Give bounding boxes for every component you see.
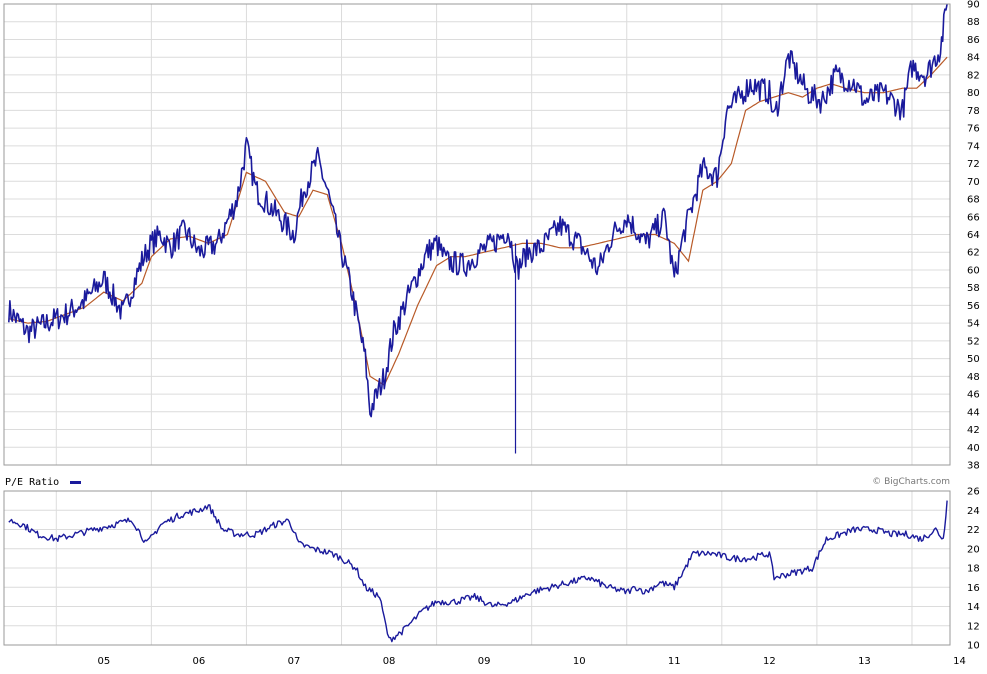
price-y-tick-label: 70: [967, 177, 980, 188]
price-y-tick-label: 62: [967, 248, 980, 259]
price-y-tick-label: 52: [967, 336, 980, 347]
price-y-tick-label: 82: [967, 70, 980, 81]
x-tick-label: 14: [953, 656, 966, 667]
price-panel-frame: [3, 3, 951, 466]
x-tick-label: 07: [288, 656, 301, 667]
price-y-tick-label: 50: [967, 354, 980, 365]
price-y-tick-label: 86: [967, 35, 980, 46]
x-tick-label: 08: [383, 656, 396, 667]
price-y-tick-label: 42: [967, 425, 980, 436]
pe-legend-swatch: [70, 481, 81, 484]
price-y-tick-label: 38: [967, 461, 980, 472]
x-tick-label: 13: [858, 656, 871, 667]
watermark: © BigCharts.com: [872, 477, 950, 487]
price-y-tick-label: 58: [967, 283, 980, 294]
price-y-tick-label: 74: [967, 141, 980, 152]
price-y-tick-label: 46: [967, 390, 980, 401]
pe-y-tick-label: 12: [967, 621, 980, 632]
pe-y-tick-label: 24: [967, 506, 980, 517]
moving-average-line: [8, 56, 948, 387]
pe-y-tick-label: 18: [967, 564, 980, 575]
pe-y-tick-label: 22: [967, 525, 980, 536]
price-y-tick-label: 44: [967, 407, 980, 418]
price-y-axis: 38 40 42 44 46 48 50 52 54 56 58 60 62 64 66 68 70 72 74 76…: [967, 0, 980, 472]
x-tick-label: 09: [478, 656, 491, 667]
price-y-tick-label: 90: [967, 0, 980, 11]
pe-y-tick-label: 14: [967, 602, 980, 613]
pe-y-tick-label: 20: [967, 544, 980, 555]
pe-panel-frame: [3, 490, 951, 646]
price-y-tick-label: 54: [967, 319, 980, 330]
pe-legend-label: P/E Ratio: [5, 477, 59, 488]
price-line: [8, 3, 948, 418]
pe-y-tick-label: 26: [967, 487, 980, 498]
price-y-tick-label: 88: [967, 17, 980, 28]
price-y-tick-label: 84: [967, 53, 980, 64]
x-tick-label: 10: [573, 656, 586, 667]
price-y-tick-label: 48: [967, 372, 980, 383]
pe-y-tick-label: 10: [967, 641, 980, 652]
price-y-tick-label: 78: [967, 106, 980, 117]
price-y-tick-label: 68: [967, 195, 980, 206]
pe-ratio-line: [8, 500, 948, 643]
price-y-tick-label: 76: [967, 124, 980, 135]
price-y-tick-label: 40: [967, 443, 980, 454]
pe-y-axis: 10 12 14 16 18 20 22 24 26: [967, 487, 980, 652]
x-tick-label: 12: [763, 656, 776, 667]
price-y-tick-label: 64: [967, 230, 980, 241]
price-y-tick-label: 66: [967, 212, 980, 223]
x-tick-label: 11: [668, 656, 681, 667]
price-y-tick-label: 56: [967, 301, 980, 312]
price-y-tick-label: 80: [967, 88, 980, 99]
x-tick-label: 06: [193, 656, 206, 667]
pe-y-tick-label: 16: [967, 583, 980, 594]
x-axis: 05 06 07 08 09 10 11 12 13 14: [97, 656, 965, 667]
price-panel-grid: [4, 3, 950, 466]
x-tick-label: 05: [97, 656, 110, 667]
price-y-tick-label: 72: [967, 159, 980, 170]
price-y-tick-label: 60: [967, 265, 980, 276]
